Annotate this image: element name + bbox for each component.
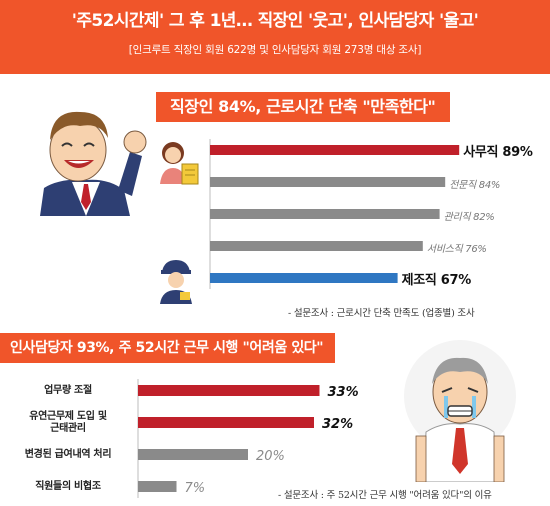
- chart2-category-label: 변경된 급여내역 처리: [24, 448, 112, 460]
- chart2-value-label: 20%: [256, 449, 285, 464]
- chart2-category-label: 유연근무제 도입 및 근태관리: [29, 410, 107, 434]
- chart2-bar: [138, 449, 248, 460]
- chart2-value-label: 7%: [185, 481, 206, 496]
- chart1-bar: [210, 241, 423, 251]
- chart2-bar: [138, 417, 314, 428]
- sad-hr-manager-illustration: [404, 340, 516, 482]
- chart1-value-label: 제조직 67%: [402, 272, 472, 288]
- chart2-category-label: 직원들의 비협조: [35, 480, 101, 492]
- chart1-value-label: 전문직 84%: [449, 179, 500, 191]
- chart1-note: - 설문조사 : 근로시간 단축 만족도 (업종별) 조사: [288, 308, 475, 319]
- header-bar: [0, 0, 550, 74]
- page-title: '주52시간제' 그 후 1년… 직장인 '웃고', 인사담당자 '울고': [71, 11, 479, 31]
- chart1-bar: [210, 145, 460, 155]
- chart1-value-label: 관리직 82%: [444, 211, 495, 223]
- chart1-value-label: 사무직 89%: [463, 144, 533, 160]
- factory-worker-icon: [160, 260, 192, 304]
- chart1-title: 직장인 84%, 근로시간 단축 "만족한다": [156, 92, 450, 122]
- happy-worker-illustration: [40, 111, 147, 216]
- chart2-value-label: 33%: [328, 385, 359, 400]
- chart2-bar: [138, 385, 320, 396]
- chart2-value-label: 32%: [322, 417, 353, 432]
- chart2-title: 인사담당자 93%, 주 52시간 근무 시행 "어려움 있다": [0, 333, 336, 363]
- chart1-bar: [210, 177, 446, 187]
- female-worker-icon: [160, 142, 199, 185]
- chart1-bar: [210, 209, 440, 219]
- chart2-category-label: 업무량 조절: [44, 384, 92, 396]
- chart1-bar: [210, 273, 398, 283]
- chart2-bar: [138, 481, 177, 492]
- chart1-value-label: 서비스직 76%: [427, 243, 487, 255]
- page-subtitle: [인크루트 직장인 회원 622명 및 인사담당자 회원 273명 대상 조사]: [128, 44, 422, 56]
- chart2-note: - 설문조사 : 주 52시간 근무 시행 "어려움 있다"의 이유: [278, 490, 492, 501]
